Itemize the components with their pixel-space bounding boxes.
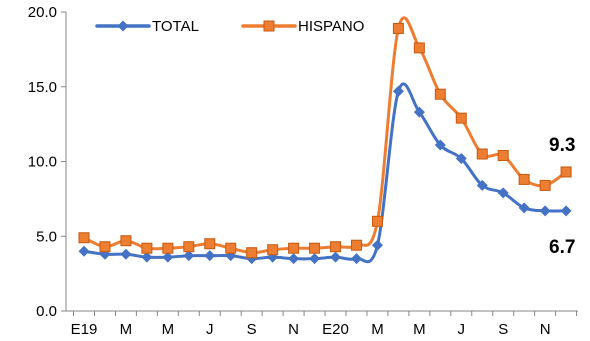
data-point-total <box>392 85 404 97</box>
data-point-hispano <box>288 242 300 254</box>
x-axis-ticks <box>73 311 578 316</box>
x-axis-tick-labels: E19 M M J S N E20 M M J S N <box>71 321 551 338</box>
y-tick-label: 10.0 <box>28 154 57 171</box>
series-hispano <box>78 16 572 259</box>
legend-item-hispano: HISPANO <box>241 18 364 35</box>
series-line-total <box>82 82 568 264</box>
y-axis-ticks <box>61 11 66 312</box>
data-point-hispano <box>204 238 216 250</box>
data-point-hispano <box>476 148 488 160</box>
data-point-total <box>539 205 551 217</box>
x-tick-label: M <box>413 321 426 338</box>
x-tick-label: M <box>120 321 133 338</box>
data-point-hispano <box>120 235 132 247</box>
x-tick-label: S <box>247 321 257 338</box>
annotation-total-last-value: 6.7 <box>549 237 575 258</box>
legend-label-total: TOTAL <box>152 18 199 35</box>
series-total <box>78 82 572 265</box>
data-point-hispano <box>309 242 321 254</box>
data-point-total <box>330 251 342 263</box>
x-tick-label: E19 <box>71 321 98 338</box>
data-point-total <box>162 251 174 263</box>
data-point-hispano <box>183 241 195 253</box>
legend-marker-hispano <box>263 20 275 32</box>
annotation-hispano-last-value: 9.3 <box>549 135 575 156</box>
data-point-hispano <box>162 242 174 254</box>
data-point-total <box>371 239 383 251</box>
series-line-hispano <box>82 16 568 255</box>
data-point-hispano <box>434 88 446 100</box>
data-point-total <box>309 253 321 265</box>
data-point-hispano <box>413 42 425 54</box>
data-point-total <box>78 245 90 257</box>
data-point-hispano <box>560 166 572 178</box>
data-point-hispano <box>267 244 279 256</box>
series-layer <box>78 16 572 265</box>
data-point-hispano <box>392 22 404 34</box>
y-tick-label: 5.0 <box>36 228 57 245</box>
data-point-hispano <box>539 179 551 191</box>
data-point-hispano <box>99 241 111 253</box>
data-point-hispano <box>497 150 509 162</box>
data-point-total <box>518 202 530 214</box>
data-point-total <box>497 187 509 199</box>
data-point-hispano <box>78 232 90 244</box>
data-point-hispano <box>371 215 383 227</box>
data-point-hispano <box>350 239 362 251</box>
data-point-total <box>288 253 300 265</box>
legend-item-total: TOTAL <box>95 18 199 35</box>
data-point-total <box>455 153 467 165</box>
legend-label-hispano: HISPANO <box>298 18 364 35</box>
data-point-total <box>413 106 425 118</box>
y-tick-label: 20.0 <box>28 4 57 21</box>
data-point-hispano <box>246 247 258 259</box>
x-tick-label: M <box>371 321 384 338</box>
data-point-total <box>350 253 362 265</box>
y-tick-label: 0.0 <box>36 303 57 320</box>
legend-marker-total <box>117 20 129 32</box>
data-point-total <box>141 251 153 263</box>
data-point-total <box>204 250 216 262</box>
data-point-hispano <box>330 241 342 253</box>
x-tick-label: J <box>458 321 466 338</box>
data-point-hispano <box>141 242 153 254</box>
data-point-total <box>120 248 132 260</box>
y-tick-label: 15.0 <box>28 79 57 96</box>
x-tick-label: N <box>288 321 299 338</box>
data-point-total <box>434 139 446 151</box>
data-point-total <box>560 205 572 217</box>
legend: TOTAL HISPANO <box>95 18 364 35</box>
data-point-total <box>183 250 195 262</box>
y-axis-tick-labels: 0.0 5.0 10.0 15.0 20.0 <box>28 4 57 320</box>
data-point-hispano <box>455 112 467 124</box>
data-point-hispano <box>225 242 237 254</box>
x-tick-label: S <box>498 321 508 338</box>
data-point-hispano <box>518 173 530 185</box>
data-point-total <box>476 179 488 191</box>
x-tick-label: E20 <box>322 321 349 338</box>
x-tick-label: N <box>540 321 551 338</box>
x-tick-label: J <box>206 321 214 338</box>
x-tick-label: M <box>162 321 175 338</box>
